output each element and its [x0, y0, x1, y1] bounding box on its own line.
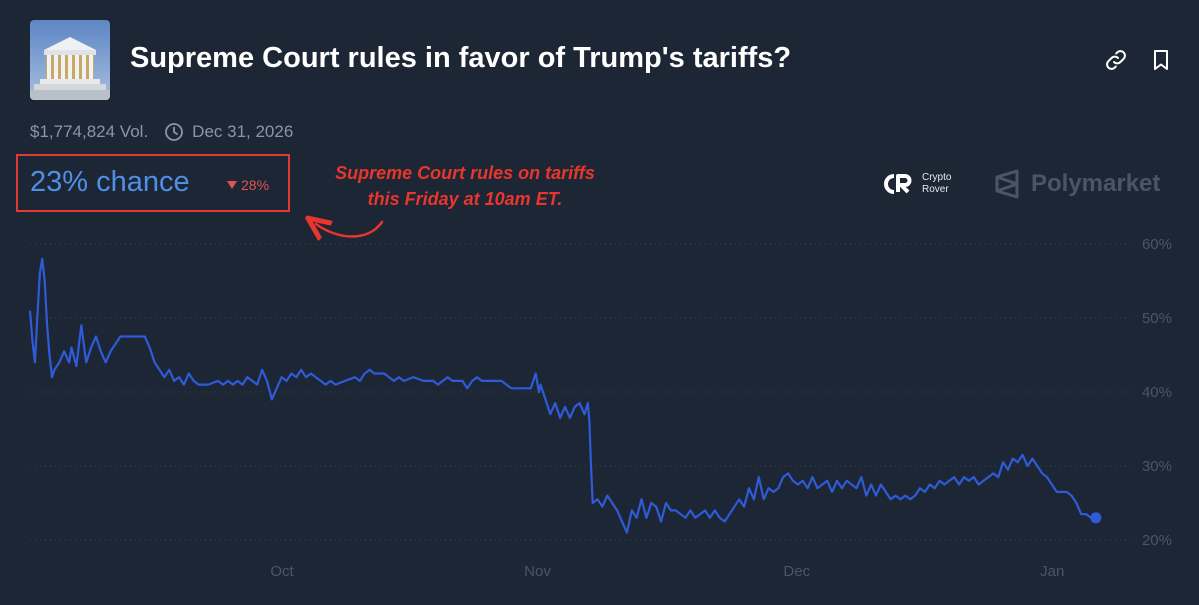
end-date-label: Dec 31, 2026	[192, 122, 294, 141]
change-indicator: 28%	[226, 177, 269, 193]
crypto-rover-logo: Crypto Rover	[880, 172, 951, 196]
x-tick-label: Dec	[783, 563, 810, 580]
annotation-text: Supreme Court rules on tariffs this Frid…	[300, 160, 630, 212]
crypto-rover-icon	[884, 174, 912, 194]
chance-value: 23% chance	[30, 166, 190, 198]
change-value: 28%	[241, 177, 270, 193]
crypto-rover-line-2: Rover	[922, 184, 949, 195]
y-tick-label: 20%	[1142, 532, 1172, 549]
down-triangle-icon	[227, 181, 237, 189]
y-tick-label: 60%	[1142, 236, 1172, 253]
crypto-rover-line-1: Crypto	[922, 172, 952, 183]
supreme-court-building-icon	[30, 20, 110, 100]
chance-highlight-box	[16, 154, 290, 212]
market-title: Supreme Court rules in favor of Trump's …	[130, 42, 792, 74]
clock-icon	[164, 122, 184, 142]
polymarket-icon	[995, 169, 1019, 199]
market-thumbnail	[30, 20, 110, 100]
current-value-dot	[1090, 512, 1102, 524]
polymarket-wordmark: Polymarket	[1031, 170, 1161, 197]
y-tick-label: 40%	[1142, 384, 1172, 401]
series-line-yes	[28, 257, 1096, 534]
x-tick-label: Jan	[1040, 563, 1064, 580]
y-tick-label: 50%	[1142, 310, 1172, 327]
annotation-arrow	[316, 222, 384, 237]
annotation-line-1: Supreme Court rules on tariffs	[335, 163, 595, 183]
polymarket-logo: Polymarket	[993, 168, 1160, 200]
x-tick-label: Oct	[270, 563, 294, 580]
y-tick-label: 30%	[1142, 458, 1172, 475]
link-icon[interactable]	[1104, 48, 1128, 72]
bookmark-icon[interactable]	[1149, 48, 1173, 72]
annotation-line-2: this Friday at 10am ET.	[367, 189, 563, 209]
x-tick-label: Nov	[524, 563, 551, 580]
market-meta: $1,774,824 Vol. Dec 31, 2026	[30, 122, 293, 142]
volume-label: $1,774,824 Vol.	[30, 122, 149, 141]
